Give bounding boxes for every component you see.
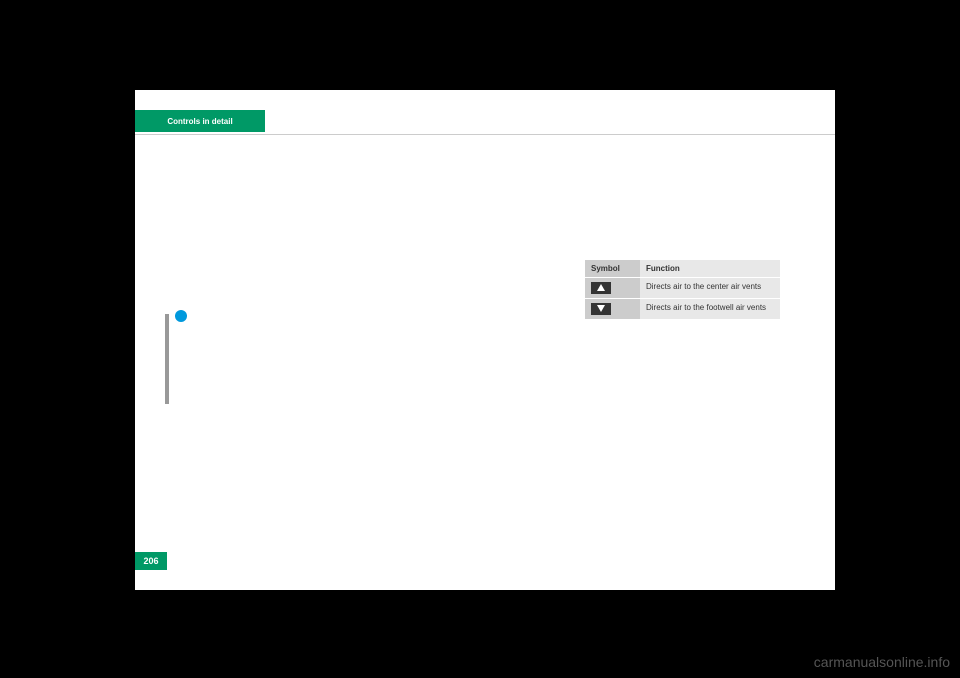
manual-page: Controls in detail Symbol Function Direc… <box>135 90 835 590</box>
watermark-text: carmanualsonline.info <box>814 654 950 670</box>
table-cell-desc: Directs air to the footwell air vents <box>640 299 780 319</box>
header-divider <box>135 134 835 135</box>
table-row: Directs air to the center air vents <box>585 278 780 299</box>
table-header-symbol: Symbol <box>585 260 640 277</box>
air-up-icon <box>591 282 611 294</box>
table-cell-symbol <box>585 278 640 298</box>
section-header-label: Controls in detail <box>167 117 232 126</box>
air-down-icon <box>591 303 611 315</box>
info-bar <box>165 314 169 404</box>
table-row: Directs air to the footwell air vents <box>585 299 780 320</box>
table-cell-symbol <box>585 299 640 319</box>
air-direction-table: Symbol Function Directs air to the cente… <box>585 260 780 320</box>
info-icon <box>175 310 187 322</box>
table-header-function: Function <box>640 260 780 277</box>
page-number-badge: 206 <box>135 552 167 570</box>
section-header-tab: Controls in detail <box>135 110 265 132</box>
page-number-text: 206 <box>143 556 158 566</box>
table-cell-desc: Directs air to the center air vents <box>640 278 780 298</box>
table-header-row: Symbol Function <box>585 260 780 278</box>
